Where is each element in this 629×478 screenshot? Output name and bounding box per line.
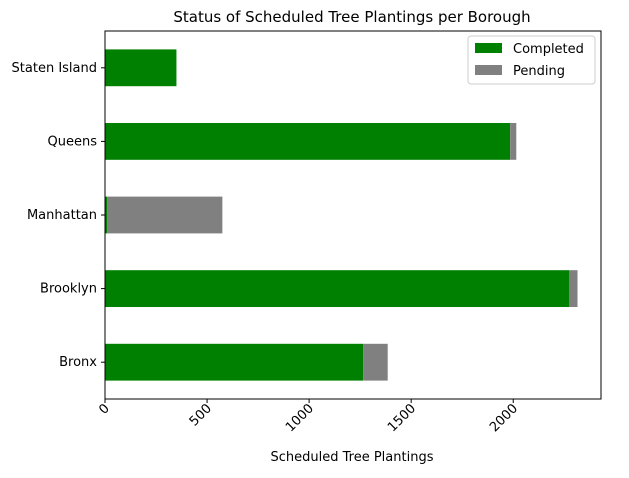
x-axis: 0 500 1000 1500 2000 — [96, 399, 521, 435]
x-tick-label: 0 — [96, 401, 112, 417]
bar-completed-manhattan — [105, 196, 108, 234]
legend: Completed Pending — [467, 35, 596, 85]
x-tick-label: 1500 — [385, 401, 419, 435]
legend-label-completed: Completed — [513, 42, 584, 57]
x-tick-label: 500 — [187, 401, 215, 429]
legend-swatch-pending — [475, 65, 502, 75]
chart-title: Status of Scheduled Tree Plantings per B… — [173, 8, 530, 26]
y-axis: Bronx Brooklyn Manhattan Queens Staten Islan… — [12, 61, 105, 370]
bars-group — [105, 49, 578, 381]
bar-completed-staten-island — [105, 49, 177, 87]
x-axis-label: Scheduled Tree Plantings — [271, 450, 434, 465]
bar-completed-queens — [105, 123, 511, 160]
y-tick-label: Brooklyn — [40, 282, 97, 297]
bar-completed-bronx — [105, 343, 364, 381]
legend-label-pending: Pending — [513, 64, 565, 79]
bar-pending-manhattan — [107, 196, 223, 234]
bar-pending-bronx — [363, 343, 388, 381]
bar-pending-brooklyn — [569, 270, 578, 307]
y-tick-label: Queens — [48, 134, 98, 149]
legend-swatch-completed — [475, 43, 502, 53]
y-tick-label: Staten Island — [12, 61, 97, 76]
x-tick-label: 1000 — [283, 401, 317, 435]
y-tick-label: Manhattan — [27, 208, 97, 223]
bar-pending-queens — [510, 123, 517, 160]
bar-completed-brooklyn — [105, 270, 570, 307]
y-tick-label: Bronx — [59, 355, 97, 370]
x-tick-label: 2000 — [487, 401, 521, 435]
